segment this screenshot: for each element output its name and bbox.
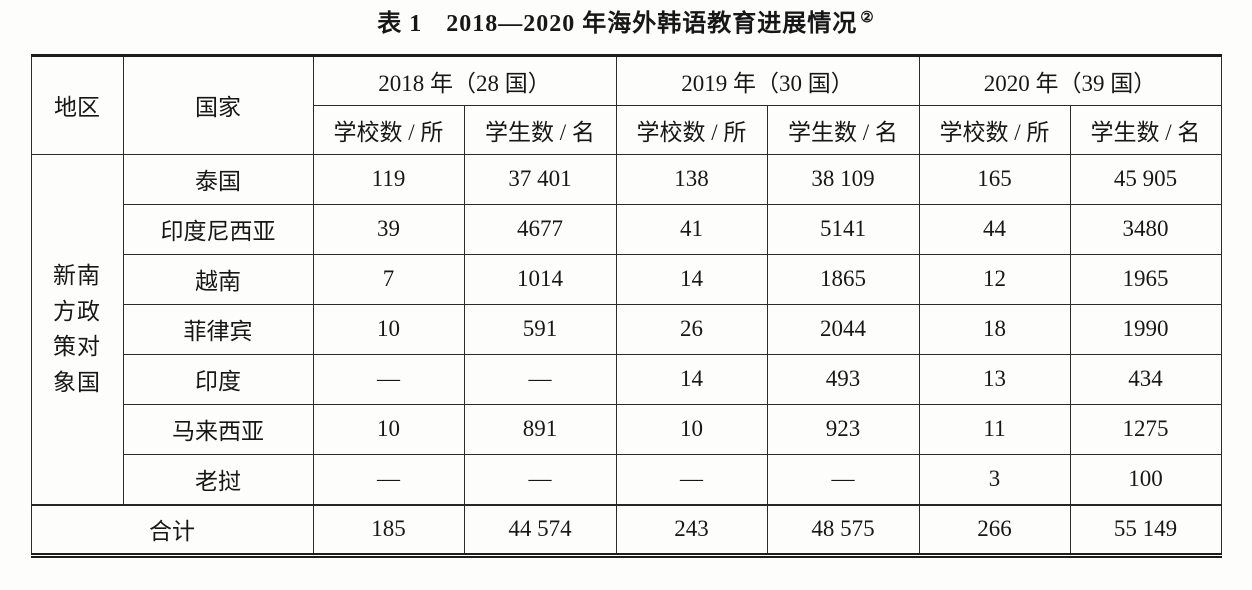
value-cell: 12 <box>918 253 1071 305</box>
total-value-cell: 266 <box>918 503 1071 556</box>
country-cell: 老挝 <box>122 453 314 506</box>
total-value-cell: 48 575 <box>766 503 920 556</box>
value-cell: 10 <box>312 303 465 355</box>
header-schools-2019: 学校数 / 所 <box>615 104 768 155</box>
value-cell: 138 <box>615 153 768 205</box>
value-cell: 11 <box>918 403 1071 455</box>
value-cell: 7 <box>312 253 465 305</box>
value-cell: 165 <box>918 153 1071 205</box>
value-cell: 891 <box>463 403 617 455</box>
country-cell: 马来西亚 <box>122 403 314 455</box>
value-cell: 1865 <box>766 253 920 305</box>
header-year-2018: 2018 年（28 国） <box>312 54 617 106</box>
header-students-2019: 学生数 / 名 <box>766 104 920 155</box>
value-cell: — <box>312 453 465 506</box>
value-cell: 1275 <box>1069 403 1222 455</box>
header-students-2018: 学生数 / 名 <box>463 104 617 155</box>
value-cell: 44 <box>918 203 1071 255</box>
header-year-2019: 2019 年（30 国） <box>615 54 920 106</box>
table-caption-number: 表 1 <box>377 11 423 37</box>
table-caption-title: 2018—2020 年海外韩语教育进展情况 <box>446 11 858 37</box>
value-cell: 3 <box>918 453 1071 506</box>
value-cell: 493 <box>766 353 920 405</box>
value-cell: 3480 <box>1069 203 1222 255</box>
table-row: 越南 7 1014 14 1865 12 1965 <box>31 253 1222 305</box>
value-cell: 37 401 <box>463 153 617 205</box>
value-cell: 38 109 <box>766 153 920 205</box>
value-cell: — <box>615 453 768 506</box>
value-cell: 1965 <box>1069 253 1222 305</box>
header-row-years: 地区 国家 2018 年（28 国） 2019 年（30 国） 2020 年（3… <box>30 54 1222 155</box>
value-cell: 591 <box>463 303 617 355</box>
total-value-cell: 185 <box>312 503 465 556</box>
header-schools-2018: 学校数 / 所 <box>312 104 465 155</box>
total-value-cell: 55 149 <box>1069 503 1222 556</box>
value-cell: 1990 <box>1069 303 1222 355</box>
value-cell: 45 905 <box>1069 153 1222 205</box>
value-cell: 10 <box>615 403 768 455</box>
header-country: 国家 <box>122 54 314 155</box>
table-row: 新南 方政 策对 象国 泰国 119 37 401 138 38 109 165… <box>30 153 1222 506</box>
value-cell: 5141 <box>766 203 920 255</box>
country-cell: 印度 <box>122 353 314 405</box>
value-cell: 18 <box>918 303 1071 355</box>
table-row: 印度 — — 14 493 13 434 <box>31 353 1222 405</box>
country-cell: 泰国 <box>122 153 314 205</box>
table-row: 印度尼西亚 39 4677 41 5141 44 3480 <box>31 203 1222 255</box>
value-cell: 2044 <box>766 303 920 355</box>
value-cell: 100 <box>1069 453 1222 506</box>
value-cell: 119 <box>312 153 465 205</box>
country-cell: 菲律宾 <box>122 303 314 355</box>
education-progress-table: 地区 国家 2018 年（28 国） 2019 年（30 国） 2020 年（3… <box>30 53 1222 558</box>
table-caption: 表 1 2018—2020 年海外韩语教育进展情况 ② <box>0 0 1252 39</box>
total-value-cell: 44 574 <box>463 503 617 556</box>
footnote-ref: ② <box>860 10 875 26</box>
total-row: 合计 185 44 574 243 48 575 266 55 149 <box>30 503 1222 556</box>
value-cell: 434 <box>1069 353 1222 405</box>
value-cell: 10 <box>312 403 465 455</box>
value-cell: — <box>766 453 920 506</box>
value-cell: 4677 <box>463 203 617 255</box>
table-row: 菲律宾 10 591 26 2044 18 1990 <box>31 303 1222 355</box>
value-cell: 923 <box>766 403 920 455</box>
header-students-2020: 学生数 / 名 <box>1069 104 1222 155</box>
value-cell: — <box>463 453 617 506</box>
total-label-cell: 合计 <box>30 503 314 556</box>
region-group-cell: 新南 方政 策对 象国 <box>30 153 124 506</box>
value-cell: — <box>463 353 617 405</box>
header-schools-2020: 学校数 / 所 <box>918 104 1071 155</box>
value-cell: 13 <box>918 353 1071 405</box>
total-value-cell: 243 <box>615 503 768 556</box>
country-cell: 印度尼西亚 <box>122 203 314 255</box>
value-cell: 41 <box>615 203 768 255</box>
value-cell: 39 <box>312 203 465 255</box>
value-cell: 26 <box>615 303 768 355</box>
header-region: 地区 <box>30 54 124 155</box>
table-row: 马来西亚 10 891 10 923 11 1275 <box>31 403 1222 455</box>
header-year-2020: 2020 年（39 国） <box>918 54 1222 106</box>
value-cell: 14 <box>615 353 768 405</box>
value-cell: 14 <box>615 253 768 305</box>
country-cell: 越南 <box>122 253 314 305</box>
value-cell: 1014 <box>463 253 617 305</box>
table-row: 老挝 — — — — 3 100 <box>31 453 1222 506</box>
value-cell: — <box>312 353 465 405</box>
